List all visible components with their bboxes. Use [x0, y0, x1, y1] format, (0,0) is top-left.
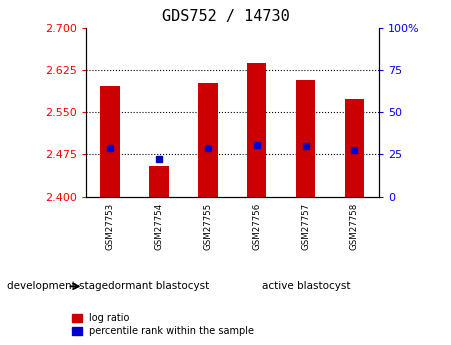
Text: GSM27753: GSM27753 [106, 203, 115, 249]
Bar [198, 83, 218, 197]
Text: development stage: development stage [7, 282, 108, 291]
Bar [345, 99, 364, 197]
Text: GSM27755: GSM27755 [203, 203, 212, 249]
Text: GSM27758: GSM27758 [350, 203, 359, 249]
Text: active blastocyst: active blastocyst [262, 282, 350, 291]
Text: GSM27754: GSM27754 [155, 203, 163, 249]
Legend: log ratio, percentile rank within the sample: log ratio, percentile rank within the sa… [68, 309, 258, 340]
Bar [296, 80, 315, 197]
Bar [247, 62, 267, 197]
Text: dormant blastocyst: dormant blastocyst [108, 282, 209, 291]
Text: GSM27757: GSM27757 [301, 203, 310, 249]
Bar [149, 166, 169, 197]
Text: GSM27756: GSM27756 [252, 203, 261, 249]
Bar [100, 86, 120, 197]
Text: GDS752 / 14730: GDS752 / 14730 [161, 9, 290, 23]
